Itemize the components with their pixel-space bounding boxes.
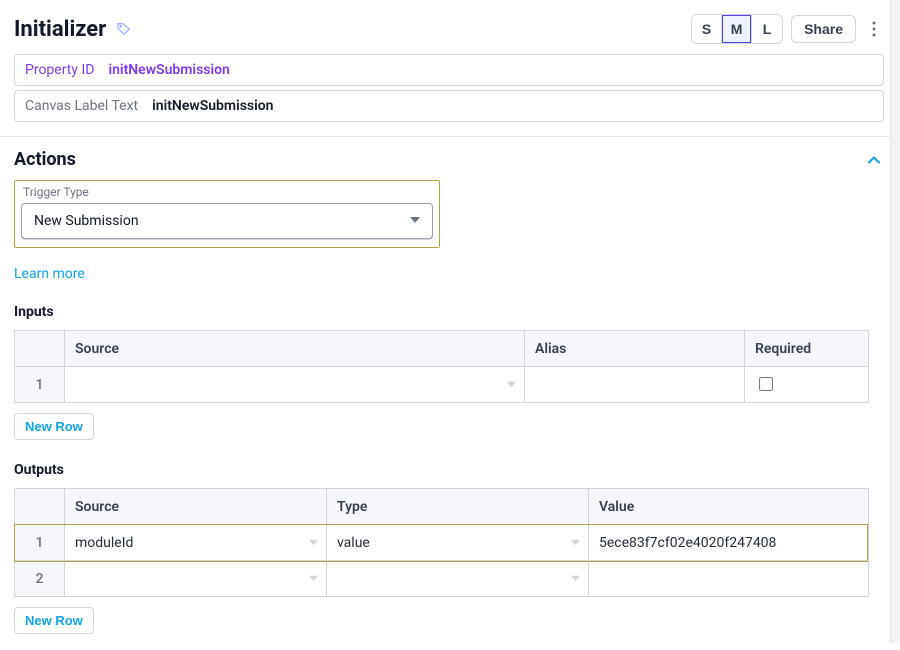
dropdown-caret-icon — [309, 535, 318, 551]
outputs-title: Outputs — [14, 462, 884, 478]
inputs-header-blank — [15, 331, 65, 367]
outputs-type-cell[interactable]: value — [327, 525, 589, 561]
inputs-header-alias[interactable]: Alias — [525, 331, 745, 367]
size-l-button[interactable]: L — [752, 15, 782, 43]
inputs-new-row-button[interactable]: New Row — [14, 413, 94, 440]
outputs-rownum: 2 — [15, 561, 65, 597]
share-button[interactable]: Share — [791, 15, 856, 43]
inputs-title: Inputs — [14, 304, 884, 320]
property-id-label: Property ID — [25, 62, 94, 78]
property-id-value: initNewSubmission — [108, 62, 229, 78]
outputs-value-cell[interactable]: 5ece83f7cf02e4020f247408 — [589, 525, 869, 561]
canvas-label-field[interactable]: Canvas Label Text initNewSubmission — [14, 90, 884, 122]
outputs-value-cell[interactable] — [589, 561, 869, 597]
learn-more-link[interactable]: Learn more — [14, 266, 85, 282]
actions-title: Actions — [14, 149, 76, 170]
divider — [0, 136, 900, 137]
inputs-header-required[interactable]: Required — [745, 331, 869, 367]
outputs-header-type[interactable]: Type — [327, 489, 589, 525]
trigger-type-value: New Submission — [34, 213, 139, 229]
dropdown-caret-icon — [571, 571, 580, 587]
trigger-type-label: Trigger Type — [21, 185, 433, 199]
outputs-table: Source Type Value 1 moduleId value — [14, 488, 869, 597]
canvas-label-label: Canvas Label Text — [25, 98, 138, 114]
dropdown-caret-icon — [571, 535, 580, 551]
page-title: Initializer — [14, 17, 106, 42]
outputs-rownum: 1 — [15, 525, 65, 561]
dropdown-caret-icon — [309, 571, 318, 587]
outputs-type-value: value — [337, 535, 370, 551]
inputs-row: 1 — [15, 367, 869, 403]
outputs-header-value[interactable]: Value — [589, 489, 869, 525]
size-s-button[interactable]: S — [692, 15, 722, 43]
more-menu-icon[interactable] — [864, 15, 884, 43]
inputs-alias-cell[interactable] — [525, 367, 745, 403]
outputs-row: 1 moduleId value 5ece83f7cf — [15, 525, 869, 561]
trigger-type-select[interactable]: New Submission — [21, 203, 433, 239]
size-m-button[interactable]: M — [722, 15, 752, 43]
inputs-required-checkbox[interactable] — [759, 377, 773, 391]
header-row: Initializer S M L Share — [14, 14, 884, 44]
dropdown-caret-icon — [507, 377, 516, 393]
actions-header: Actions — [14, 149, 884, 170]
outputs-header-blank — [15, 489, 65, 525]
outputs-header-source[interactable]: Source — [65, 489, 327, 525]
inputs-source-cell[interactable] — [65, 367, 525, 403]
size-group: S M L — [691, 14, 783, 44]
inputs-rownum: 1 — [15, 367, 65, 403]
collapse-icon[interactable] — [864, 150, 884, 170]
outputs-source-cell[interactable]: moduleId — [65, 525, 327, 561]
chevron-down-icon — [410, 213, 420, 229]
outputs-new-row-button[interactable]: New Row — [14, 607, 94, 634]
canvas-label-value: initNewSubmission — [152, 98, 273, 114]
inputs-table: Source Alias Required 1 — [14, 330, 869, 403]
outputs-type-cell[interactable] — [327, 561, 589, 597]
tag-icon[interactable] — [116, 21, 132, 37]
inputs-header-source[interactable]: Source — [65, 331, 525, 367]
header-left: Initializer — [14, 17, 132, 42]
outputs-value-value: 5ece83f7cf02e4020f247408 — [599, 535, 776, 551]
property-id-field[interactable]: Property ID initNewSubmission — [14, 54, 884, 86]
outputs-source-cell[interactable] — [65, 561, 327, 597]
trigger-type-box: Trigger Type New Submission — [14, 180, 440, 248]
outputs-source-value: moduleId — [75, 535, 133, 551]
inputs-required-cell[interactable] — [745, 367, 869, 403]
outputs-row: 2 — [15, 561, 869, 597]
header-right: S M L Share — [691, 14, 884, 44]
scrollbar[interactable] — [890, 0, 900, 643]
